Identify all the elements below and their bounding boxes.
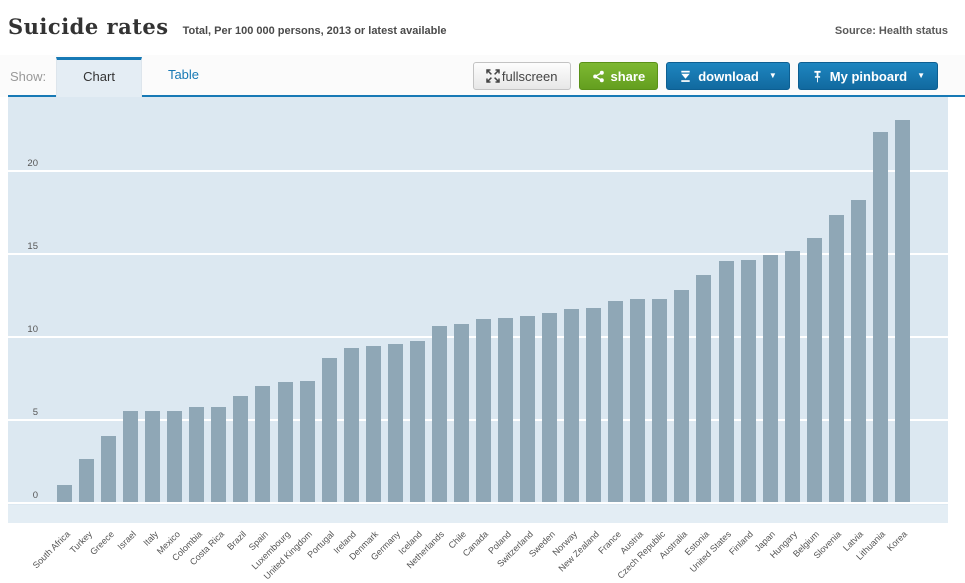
bar[interactable] xyxy=(145,410,161,502)
bar[interactable] xyxy=(740,259,756,502)
bar[interactable] xyxy=(299,380,315,502)
share-button[interactable]: share xyxy=(578,62,659,90)
bar[interactable] xyxy=(652,299,668,502)
bar[interactable] xyxy=(189,407,205,502)
bar[interactable] xyxy=(828,214,844,502)
bar[interactable] xyxy=(79,458,95,502)
bar[interactable] xyxy=(608,301,624,502)
gridline xyxy=(8,502,948,504)
pinboard-label: My pinboard xyxy=(829,68,908,84)
y-tick-label: 20 xyxy=(27,158,38,169)
y-tick-label: 0 xyxy=(32,490,38,501)
bar[interactable] xyxy=(850,199,866,502)
bar[interactable] xyxy=(321,357,337,502)
y-tick-label: 5 xyxy=(32,407,38,418)
bar[interactable] xyxy=(784,251,800,502)
bar[interactable] xyxy=(630,299,646,502)
bar[interactable] xyxy=(57,485,72,502)
bar[interactable] xyxy=(674,289,690,502)
tab-table[interactable]: Table xyxy=(167,67,200,82)
bar[interactable] xyxy=(696,274,712,502)
bar[interactable] xyxy=(542,312,558,502)
bar[interactable] xyxy=(453,324,469,502)
bar[interactable] xyxy=(409,340,425,502)
bar[interactable] xyxy=(101,435,117,502)
chart-subtitle: Total, Per 100 000 persons, 2013 or late… xyxy=(182,25,447,37)
bar[interactable] xyxy=(718,261,734,502)
bar[interactable] xyxy=(586,307,602,502)
bar[interactable] xyxy=(520,316,536,502)
chevron-down-icon: ▼ xyxy=(917,70,925,80)
fullscreen-button[interactable]: fullscreen xyxy=(472,62,571,90)
bar[interactable] xyxy=(343,347,359,502)
show-label: Show: xyxy=(10,69,47,84)
toolbar: Show: Chart Table fullscreen xyxy=(0,55,965,97)
bar[interactable] xyxy=(762,254,778,502)
bar[interactable] xyxy=(365,345,381,502)
bar[interactable] xyxy=(498,317,513,502)
share-label: share xyxy=(610,68,646,84)
download-button[interactable]: download ▼ xyxy=(666,62,790,90)
share-nodes-icon xyxy=(592,70,605,83)
chart-header: Suicide rates Total, Per 100 000 persons… xyxy=(0,0,965,55)
fullscreen-label: fullscreen xyxy=(501,68,558,84)
source-label: Source: Health status xyxy=(834,25,948,37)
bar[interactable] xyxy=(872,131,888,502)
bar[interactable] xyxy=(475,319,491,502)
bar[interactable] xyxy=(255,385,271,502)
bar[interactable] xyxy=(277,382,293,502)
x-axis-labels: South Africa Turkey Greece Israel Italy Mexic… xyxy=(8,523,948,583)
gridline xyxy=(8,170,948,172)
pin-icon xyxy=(811,70,824,83)
chevron-down-icon: ▼ xyxy=(768,70,777,80)
toolbar-buttons: fullscreen share xyxy=(472,62,938,97)
chart-area: 0 5 10 15 20 South Africa Turkey Greece Israel I… xyxy=(0,97,965,583)
download-icon xyxy=(679,70,692,83)
bar[interactable] xyxy=(564,309,580,502)
expand-arrows-icon xyxy=(486,69,500,83)
bar[interactable] xyxy=(211,407,227,502)
download-label: download xyxy=(698,68,759,84)
gridline xyxy=(8,253,948,255)
bar[interactable] xyxy=(894,120,910,502)
plot-area: 0 5 10 15 20 xyxy=(8,97,948,523)
bar[interactable] xyxy=(431,326,447,502)
y-tick-label: 15 xyxy=(27,241,38,252)
my-pinboard-button[interactable]: My pinboard ▼ xyxy=(797,62,938,90)
bar[interactable] xyxy=(123,410,139,502)
y-tick-label: 10 xyxy=(27,324,38,335)
tab-chart[interactable]: Chart xyxy=(56,57,142,97)
bar[interactable] xyxy=(387,344,403,502)
bar[interactable] xyxy=(233,395,249,502)
page-title: Suicide rates xyxy=(8,14,169,39)
bar[interactable] xyxy=(806,238,822,502)
x-axis-band xyxy=(8,505,948,523)
bar[interactable] xyxy=(167,410,183,502)
